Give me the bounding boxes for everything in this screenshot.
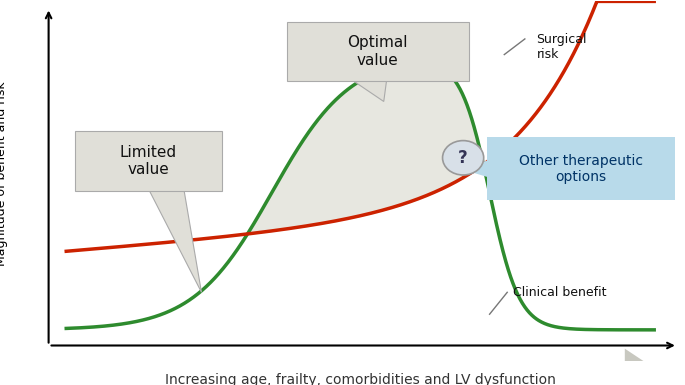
Polygon shape	[460, 160, 490, 177]
Text: Surgical
risk: Surgical risk	[536, 33, 587, 61]
Text: Clinical benefit: Clinical benefit	[513, 286, 607, 299]
Polygon shape	[351, 80, 387, 102]
FancyBboxPatch shape	[486, 137, 675, 200]
Ellipse shape	[443, 141, 484, 175]
Text: ?: ?	[458, 149, 468, 167]
Text: Limited
value: Limited value	[120, 145, 177, 177]
FancyBboxPatch shape	[75, 131, 222, 191]
Text: Optimal
value: Optimal value	[347, 35, 408, 68]
FancyBboxPatch shape	[287, 22, 469, 81]
Text: Other therapeutic
options: Other therapeutic options	[519, 154, 643, 184]
Polygon shape	[149, 189, 201, 292]
Polygon shape	[66, 349, 672, 385]
Text: Magnitude of benefit and risk: Magnitude of benefit and risk	[0, 81, 8, 266]
Text: Increasing age, frailty, comorbidities and LV dysfunction: Increasing age, frailty, comorbidities a…	[165, 373, 556, 385]
